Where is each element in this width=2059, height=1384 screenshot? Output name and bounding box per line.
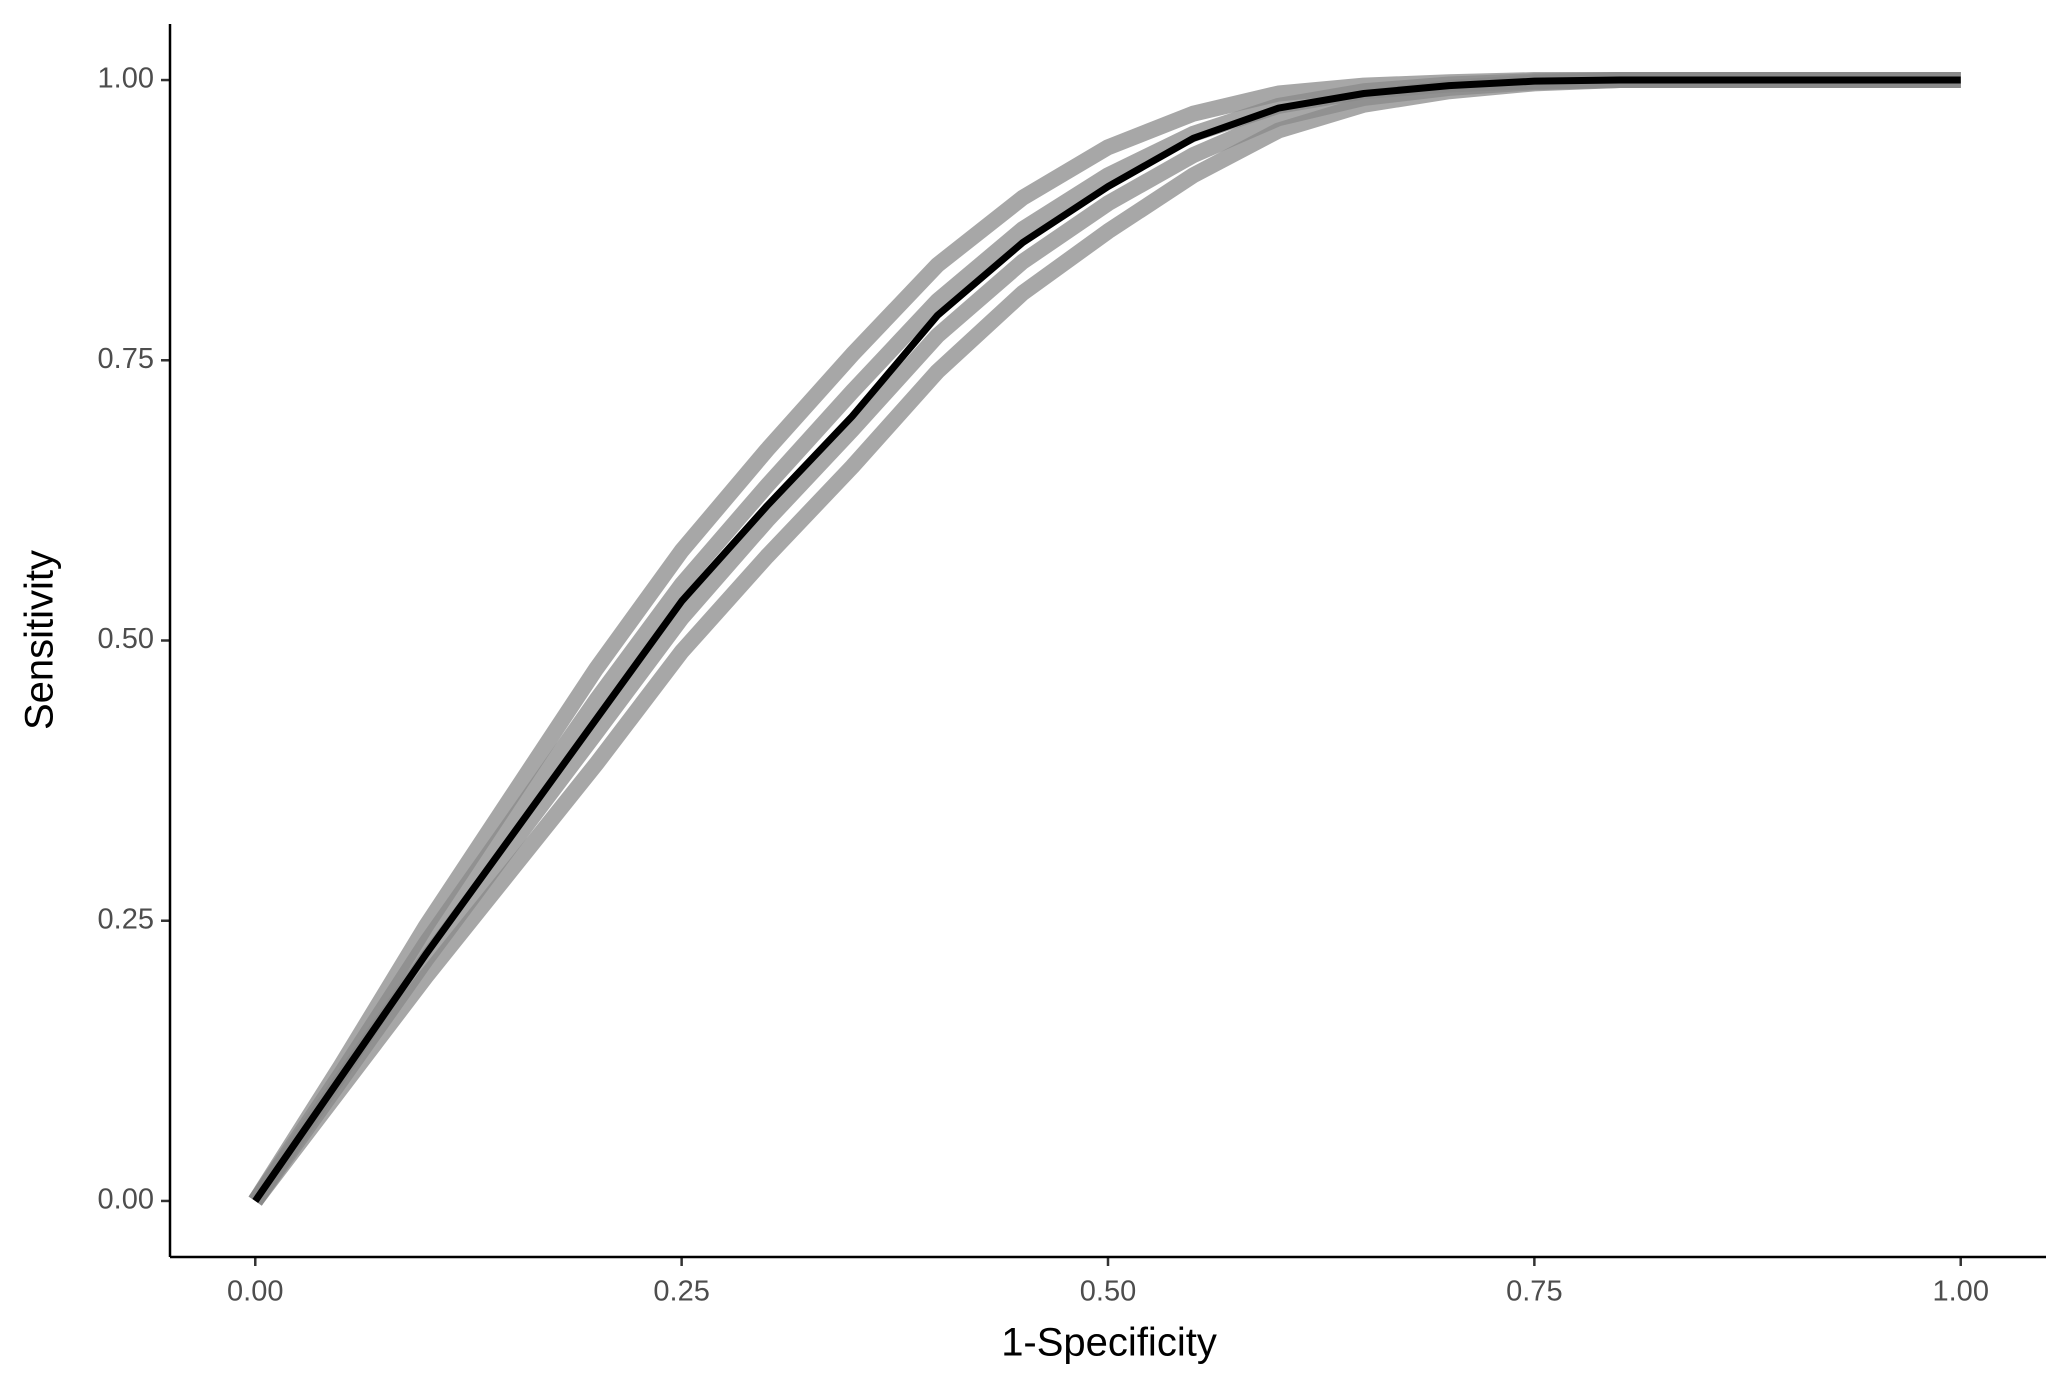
y-tick-label: 1.00 (98, 63, 154, 95)
y-tick-label: 0.25 (98, 903, 154, 935)
x-tick-label: 0.50 (1080, 1276, 1136, 1308)
y-tick-label: 0.00 (98, 1184, 154, 1216)
y-tick-label: 0.75 (98, 343, 154, 375)
y-tick-label: 0.50 (98, 623, 154, 655)
x-tick-label: 0.75 (1506, 1276, 1562, 1308)
bootstrap-curve (248, 72, 1961, 1206)
bootstrap-curve (248, 72, 1961, 1206)
bootstrap-curve (248, 72, 1961, 1206)
x-axis-title: 1-Specificity (1001, 1321, 1217, 1365)
x-tick-label: 1.00 (1933, 1276, 1989, 1308)
x-tick-label: 0.25 (653, 1276, 709, 1308)
main-curve (252, 76, 1961, 1203)
bootstrap-curve (248, 72, 1961, 1206)
x-tick-label: 0.00 (227, 1276, 283, 1308)
y-axis-title: Sensitivity (18, 550, 62, 730)
